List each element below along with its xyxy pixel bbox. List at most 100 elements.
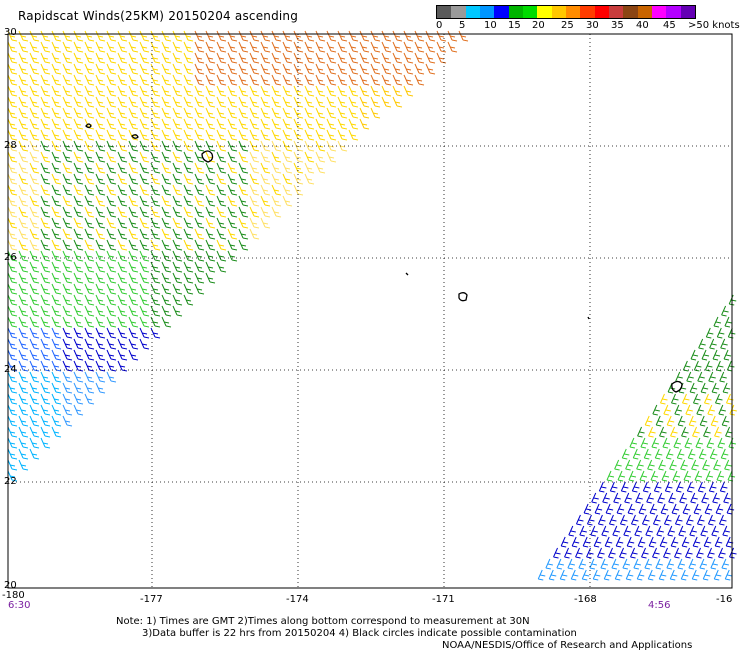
wind-barb: [51, 129, 62, 141]
wind-barb: [260, 162, 271, 174]
wind-barb: [106, 41, 117, 53]
wind-barb: [161, 85, 172, 97]
wind-barb: [698, 448, 707, 460]
wind-barb: [161, 30, 172, 42]
wind-barb: [84, 261, 95, 273]
wind-barb: [249, 85, 260, 97]
wind-barb: [582, 536, 591, 548]
wind-barb: [703, 426, 711, 438]
wind-barb: [40, 195, 51, 207]
wind-barb: [672, 470, 681, 482]
wind-barb: [381, 30, 392, 42]
wind-barb: [106, 52, 117, 64]
wind-barb: [18, 316, 29, 328]
wind-barb: [381, 52, 392, 64]
wind-barb: [161, 118, 172, 130]
wind-barb: [594, 503, 603, 515]
wind-barb: [62, 393, 73, 405]
wind-barb: [40, 349, 51, 361]
wind-barb: [238, 96, 249, 108]
wind-barb: [51, 283, 62, 295]
wind-barb: [723, 492, 731, 504]
wind-barb: [95, 272, 106, 284]
wind-barb: [128, 294, 139, 306]
wind-barb: [693, 503, 702, 515]
wind-barb: [666, 558, 674, 570]
wind-barb: [7, 349, 18, 361]
wind-barb: [205, 41, 216, 53]
wind-barb: [29, 63, 40, 75]
wind-barb: [139, 52, 150, 64]
wind-barb: [95, 206, 106, 218]
scale-label-40: 40: [636, 20, 649, 31]
wind-barb: [359, 74, 370, 86]
wind-barb: [260, 195, 271, 207]
wind-barb: [117, 228, 128, 240]
wind-barb: [597, 514, 606, 526]
wind-barb: [84, 327, 95, 339]
wind-barb: [150, 85, 161, 97]
wind-barb: [315, 129, 326, 141]
wind-barb: [568, 525, 576, 537]
wind-barb: [293, 162, 304, 174]
wind-barb: [282, 118, 293, 130]
wind-barb: [7, 371, 18, 383]
scale-swatch: [666, 6, 681, 18]
wind-barb: [227, 41, 238, 53]
wind-barb: [260, 96, 271, 108]
wind-barb: [73, 283, 84, 295]
wind-barb: [282, 129, 293, 141]
wind-barb: [18, 239, 29, 251]
wind-barb: [139, 294, 150, 306]
wind-barb: [117, 294, 128, 306]
wind-barb: [73, 393, 84, 405]
wind-barb: [106, 239, 117, 251]
wind-barb: [183, 294, 194, 306]
footnotes: Note: 1) Times are GMT 2)Times along bot…: [116, 616, 692, 652]
wind-barb: [665, 448, 674, 460]
wind-barb: [7, 129, 18, 141]
wind-barb: [712, 349, 721, 361]
wind-barb: [315, 41, 326, 53]
wind-barb: [128, 250, 139, 262]
wind-barb: [238, 206, 249, 218]
wind-barb: [7, 228, 18, 240]
wind-barb: [183, 30, 194, 42]
wind-barb: [7, 415, 18, 427]
wind-barb: [648, 426, 656, 438]
wind-barb: [315, 162, 326, 174]
wind-barb: [249, 30, 260, 42]
wind-barb: [7, 85, 18, 97]
wind-barb: [721, 415, 730, 427]
scale-label-10: 10: [484, 20, 497, 31]
lon-label-minus-180: -180: [2, 590, 25, 601]
scale-label-15: 15: [508, 20, 521, 31]
wind-barb: [590, 525, 598, 537]
wind-barb: [128, 118, 139, 130]
wind-barb: [40, 30, 51, 42]
wind-barb: [688, 558, 696, 570]
wind-barb: [95, 96, 106, 108]
wind-barb: [29, 415, 40, 427]
wind-barb: [73, 195, 84, 207]
wind-barb: [183, 52, 194, 64]
wind-barb: [150, 250, 161, 262]
wind-barb: [18, 41, 29, 53]
wind-barb: [194, 52, 205, 64]
wind-barb: [337, 85, 348, 97]
wind-barb: [696, 404, 704, 416]
wind-barb: [84, 305, 95, 317]
wind-barb: [172, 63, 183, 75]
wind-barb: [315, 140, 326, 152]
wind-barb: [73, 305, 84, 317]
wind-barb: [172, 151, 183, 163]
wind-barb: [348, 52, 359, 64]
wind-barb: [662, 437, 671, 449]
wind-barb: [679, 492, 687, 504]
scale-swatch: [680, 6, 695, 18]
wind-barb: [62, 415, 73, 427]
wind-barb: [95, 217, 106, 229]
wind-barb: [139, 261, 150, 273]
wind-barb: [381, 41, 392, 53]
map-frame: [7, 33, 733, 589]
